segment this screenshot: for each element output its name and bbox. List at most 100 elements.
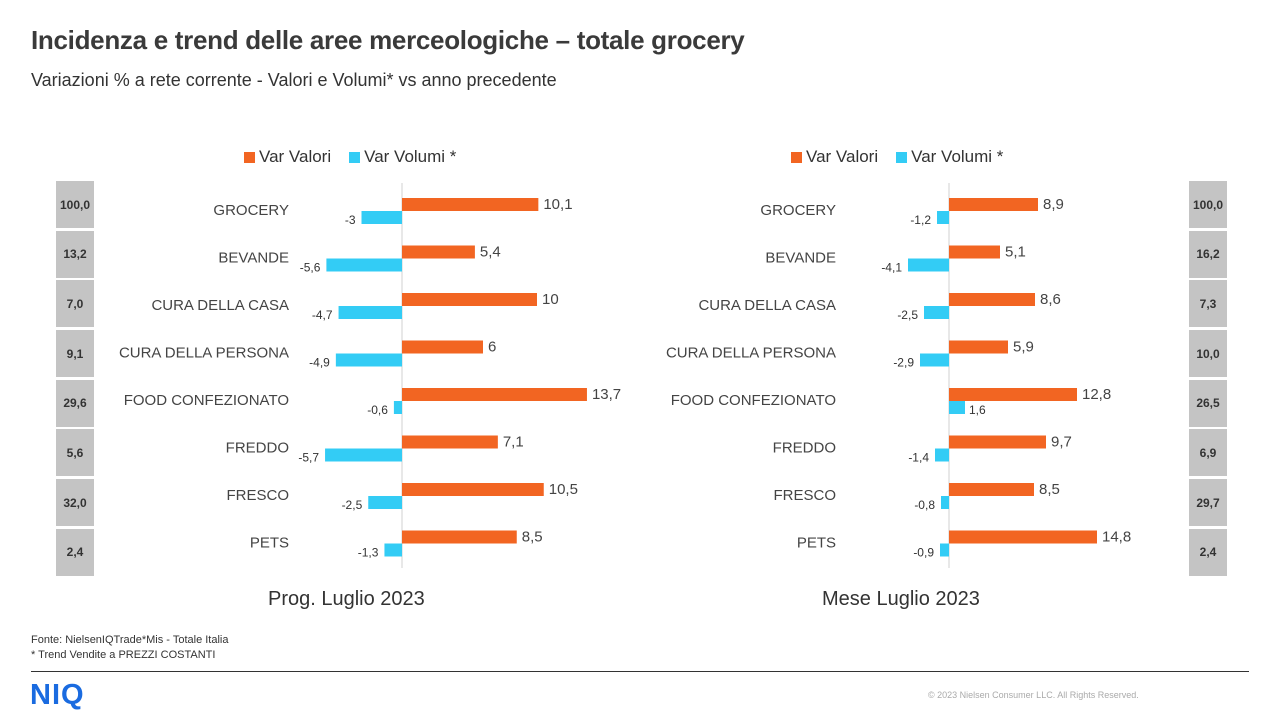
category-label: BEVANDE	[218, 250, 289, 267]
bar-var-valori	[949, 293, 1035, 306]
legend-item-valori: Var Valori	[791, 147, 878, 167]
bar-var-valori	[949, 435, 1046, 449]
bar-var-volumi	[935, 448, 949, 462]
bar-var-volumi	[338, 306, 402, 319]
data-label-valori: 6	[488, 339, 496, 356]
footer-divider	[31, 671, 1249, 672]
bar-var-volumi	[908, 258, 949, 272]
bar-var-volumi	[335, 353, 402, 367]
incidenza-cell: 5,6	[56, 429, 94, 477]
incidenza-cell: 100,0	[56, 181, 94, 228]
period-label-left: Prog. Luglio 2023	[268, 588, 425, 610]
data-label-volumi: -1,4	[908, 451, 929, 465]
bar-var-volumi	[949, 401, 965, 414]
legend-right: Var Valori Var Volumi *	[791, 147, 1021, 167]
incidenza-cell: 13,2	[56, 230, 94, 278]
incidenza-cell: 29,7	[1189, 479, 1227, 527]
period-label-right: Mese Luglio 2023	[822, 588, 980, 610]
category-label: CURA DELLA PERSONA	[119, 345, 289, 362]
category-label: GROCERY	[213, 202, 289, 219]
bar-var-valori	[402, 435, 498, 449]
incidenza-cell: 29,6	[56, 379, 94, 427]
data-label-valori: 5,1	[1005, 244, 1026, 261]
category-label: FRESCO	[226, 487, 289, 504]
category-label: CURA DELLA PERSONA	[666, 345, 836, 362]
bar-var-volumi	[941, 496, 949, 509]
bar-var-volumi	[393, 401, 402, 414]
bar-var-valori	[949, 483, 1034, 496]
bar-var-valori	[949, 340, 1008, 354]
bar-var-volumi	[937, 211, 949, 224]
incidenza-cell: 9,1	[56, 330, 94, 378]
incidenza-cell: 10,0	[1189, 330, 1227, 378]
bar-var-volumi	[368, 496, 402, 509]
incidenza-cell: 100,0	[1189, 181, 1227, 228]
legend-left: Var Valori Var Volumi *	[244, 147, 474, 167]
source-note: Fonte: NielsenIQTrade*Mis - Totale Itali…	[31, 634, 229, 646]
data-label-valori: 8,5	[522, 529, 543, 546]
category-label: FOOD CONFEZIONATO	[671, 392, 836, 409]
data-label-valori: 10,1	[543, 196, 572, 213]
legend-swatch-valori	[791, 151, 802, 163]
bar-var-valori	[402, 388, 587, 401]
legend-label-volumi: Var Volumi *	[364, 147, 457, 166]
bar-var-valori	[402, 530, 517, 544]
data-label-valori: 7,1	[503, 434, 524, 451]
data-label-volumi: -4,9	[309, 356, 330, 370]
data-label-volumi: -1,3	[358, 546, 379, 560]
page-title: Incidenza e trend delle aree merceologic…	[31, 25, 745, 55]
category-label: CURA DELLA CASA	[698, 297, 836, 314]
legend-label-valori: Var Valori	[806, 147, 879, 166]
data-label-volumi: -0,6	[367, 403, 388, 417]
bar-var-volumi	[924, 306, 949, 319]
data-label-volumi: -5,7	[298, 451, 319, 465]
legend-label-volumi: Var Volumi *	[911, 147, 1004, 166]
bar-var-volumi	[325, 448, 402, 462]
category-label: BEVANDE	[765, 250, 836, 267]
data-label-valori: 14,8	[1102, 529, 1131, 546]
data-label-valori: 8,9	[1043, 196, 1064, 213]
data-label-volumi: -2,9	[893, 356, 914, 370]
data-label-volumi: 1,6	[969, 403, 986, 417]
category-label: GROCERY	[760, 202, 836, 219]
data-label-volumi: -5,6	[300, 261, 321, 275]
data-label-volumi: -0,9	[913, 546, 934, 560]
bar-var-valori	[402, 198, 539, 211]
incidenza-cell: 7,0	[56, 280, 94, 328]
category-label: FREDDO	[773, 440, 836, 457]
footnote: * Trend Vendite a PREZZI COSTANTI	[31, 649, 216, 661]
data-label-valori: 13,7	[592, 386, 621, 403]
bar-var-volumi	[920, 353, 949, 367]
bar-var-valori	[402, 293, 537, 306]
category-label: FOOD CONFEZIONATO	[124, 392, 289, 409]
legend-swatch-volumi	[896, 151, 908, 163]
legend-swatch-volumi	[349, 151, 361, 163]
incidenza-column-left: 100,0 13,2 7,0 9,1 29,6 5,6 32,0 2,4	[56, 181, 94, 579]
bar-var-valori	[949, 198, 1038, 211]
legend-item-volumi: Var Volumi *	[349, 147, 456, 167]
data-label-volumi: -2,5	[342, 498, 363, 512]
legend-item-volumi: Var Volumi *	[896, 147, 1003, 167]
incidenza-column-right: 100,0 16,2 7,3 10,0 26,5 6,9 29,7 2,4	[1189, 181, 1227, 579]
data-label-volumi: -0,8	[914, 498, 935, 512]
legend-swatch-valori	[244, 151, 255, 163]
data-label-volumi: -4,7	[312, 308, 333, 322]
incidenza-cell: 16,2	[1189, 230, 1227, 278]
incidenza-cell: 2,4	[1189, 528, 1227, 576]
bar-var-volumi	[326, 258, 402, 272]
data-label-volumi: -2,5	[897, 308, 918, 322]
bar-var-volumi	[940, 543, 949, 557]
bar-var-valori	[949, 530, 1097, 544]
category-label: CURA DELLA CASA	[151, 297, 289, 314]
incidenza-cell: 6,9	[1189, 429, 1227, 477]
legend-item-valori: Var Valori	[244, 147, 331, 167]
data-label-volumi: -4,1	[881, 261, 902, 275]
data-label-valori: 10	[542, 291, 559, 308]
bar-var-valori	[402, 340, 483, 354]
legend-label-valori: Var Valori	[259, 147, 332, 166]
copyright: © 2023 Nielsen Consumer LLC. All Rights …	[928, 690, 1139, 700]
bar-var-volumi	[384, 543, 402, 557]
bar-var-valori	[402, 483, 544, 496]
page-subtitle: Variazioni % a rete corrente - Valori e …	[31, 70, 557, 90]
bar-var-valori	[402, 245, 475, 259]
